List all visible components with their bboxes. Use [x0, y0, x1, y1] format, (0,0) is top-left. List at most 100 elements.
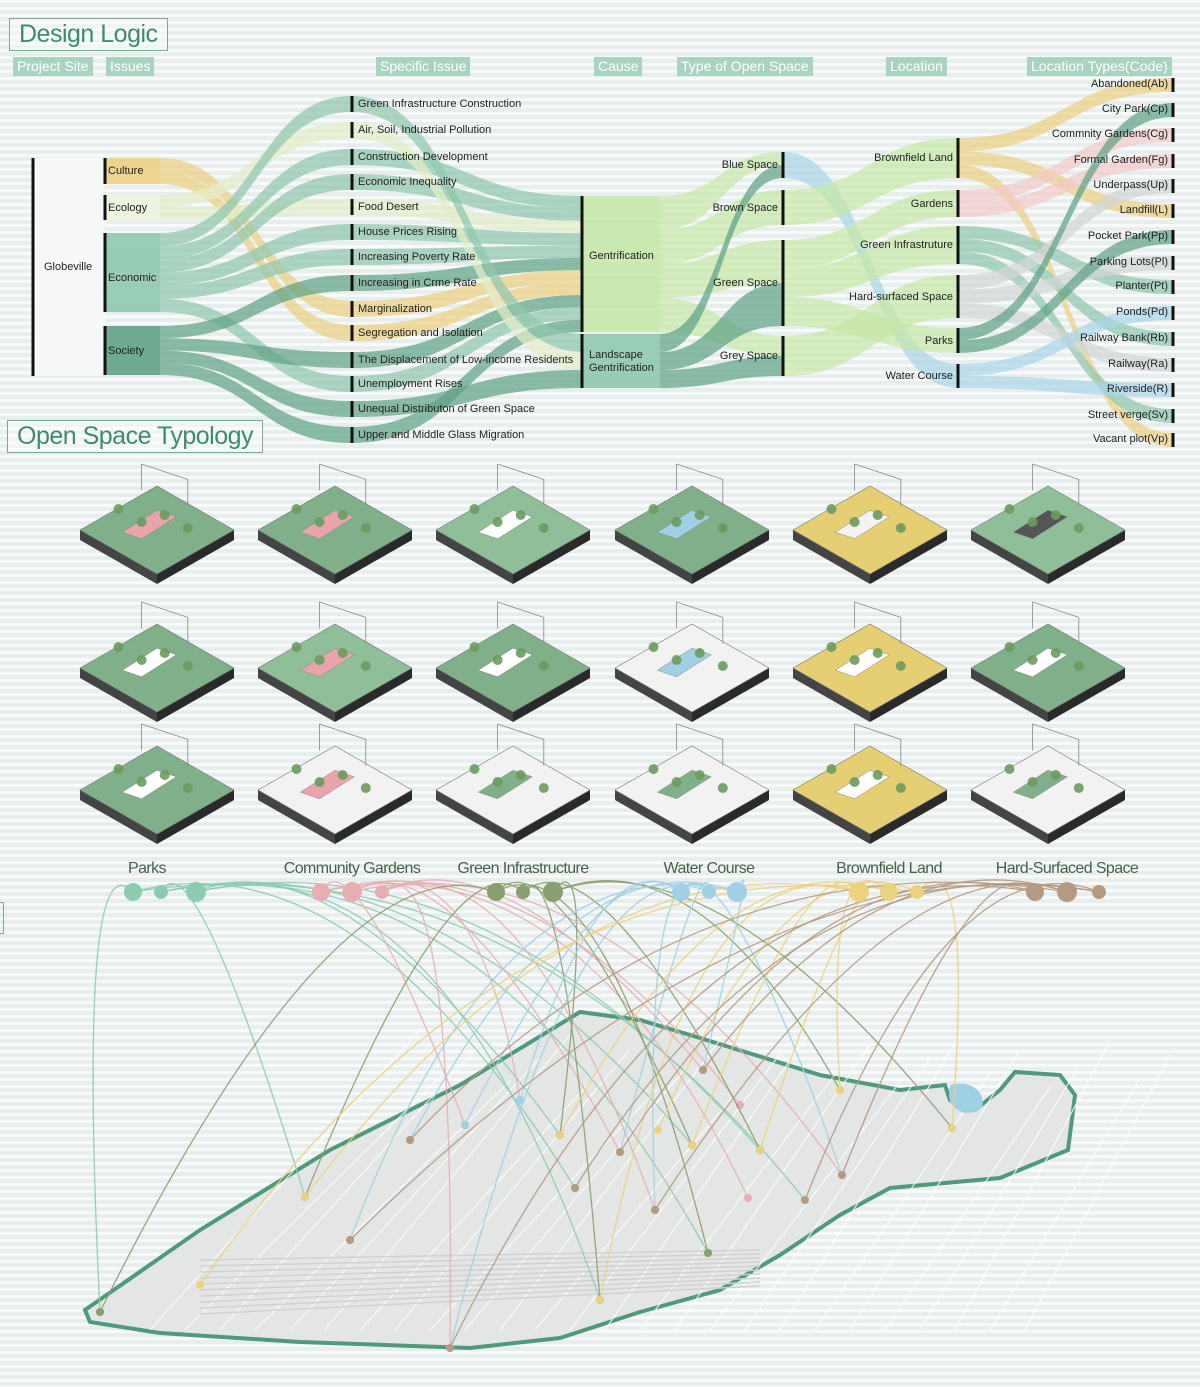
connection-brownfield-land: [599, 884, 860, 1301]
tree-icon: [694, 510, 705, 520]
link-green-infrastructure-construction-to-landscape-gentrification: [352, 96, 582, 352]
tree-icon: [1004, 642, 1015, 652]
node-bar-globeville: [31, 158, 35, 376]
connection-community-gardens: [320, 881, 466, 1126]
link-green-infrastruture-to-planter-pt: [958, 226, 1173, 294]
node-label-green-infrastruture: Green Infrastruture: [860, 239, 953, 251]
site-marker-water-course: [516, 1096, 524, 1104]
tree-icon: [314, 777, 325, 787]
link-society-to-unequal-distributon-of-green-space: [160, 350, 352, 417]
node-bar-ecology: [103, 195, 107, 220]
node-label-upper-and-middle-glass-migration: Upper and Middle Glass Migration: [358, 429, 525, 441]
connection-parks: [92, 884, 134, 1313]
link-construction-development-to-gentrification: [352, 149, 582, 209]
tree-icon: [826, 764, 837, 774]
node-label-parking-lots-pl: Parking Lots(Pl): [1089, 256, 1168, 268]
connection-green-infrastructure: [552, 881, 578, 1136]
tree-icon: [648, 642, 659, 652]
node-bar-unequal-distributon-of-green-space: [350, 401, 354, 417]
link-parks-to-city-park-cp: [958, 103, 1173, 341]
connection-brownfield-land: [559, 881, 890, 1136]
connection-hard-surfaced-space: [702, 879, 1068, 1071]
node-label-gardens: Gardens: [910, 197, 953, 210]
node-fill-ecology: [105, 195, 160, 220]
node-label-society: Society: [108, 344, 145, 357]
tree-icon: [159, 510, 170, 520]
link-water-course-to-riverside-r: [958, 376, 1173, 397]
site-marker-hard-surfaced-space: [699, 1066, 707, 1074]
site-marker-hard-surfaced-space: [838, 1171, 846, 1179]
tree-icon: [826, 504, 837, 514]
node-label-the-displacement-of-low-income-residents: The Displacement of Low-income Residents: [358, 354, 574, 366]
node-bar-parks: [956, 328, 960, 353]
connection-community-gardens: [320, 880, 741, 1106]
link-unequal-distributon-of-green-space-to-landscape-gentrification: [352, 370, 582, 417]
link-economic-inequality-to-gentrification: [352, 174, 582, 221]
node-bar-economic-inequality: [350, 174, 354, 190]
tree-icon: [895, 661, 906, 671]
link-society-to-the-displacement-of-low-income-residents: [160, 338, 352, 368]
node-fill-gentrification: [582, 196, 660, 332]
link-unemployment-rises-to-gentrification: [352, 307, 582, 392]
tree-icon: [717, 523, 728, 533]
link-gentrification-to-brown-space: [660, 190, 783, 264]
typology-tile-r3-c2: [257, 723, 413, 844]
sankey-diagram: [31, 78, 1175, 447]
node-label-gentrification: Gentrification: [589, 250, 654, 262]
tree-icon: [469, 764, 480, 774]
tree-icon: [492, 655, 503, 665]
tree-icon: [291, 764, 302, 774]
link-parks-to-pocket-park-pp: [958, 230, 1173, 353]
connection-brownfield-land: [836, 880, 890, 1091]
category-dot-green-infrastructure: [487, 883, 505, 901]
connection-water-course: [619, 881, 710, 1153]
connection-parks: [132, 882, 806, 1201]
typology-tile-r1-c3: [435, 463, 591, 584]
link-brown-space-to-brownfield-land: [783, 138, 958, 225]
tree-icon: [469, 642, 480, 652]
node-bar-commnity-gardens-cg: [1171, 128, 1175, 142]
connection-water-course: [652, 883, 710, 1211]
typology-tile-r2-c4: [614, 601, 770, 722]
connection-parks: [195, 884, 601, 1301]
node-bar-green-space: [781, 240, 785, 326]
typology-tile-r1-c5: [792, 463, 948, 584]
link-economic-to-green-infrastructure-construction: [160, 96, 352, 247]
node-fill-globeville: [33, 158, 105, 376]
category-dot-brownfield-land: [910, 885, 924, 899]
node-label-grey-space: Grey Space: [719, 350, 778, 362]
node-bar-gentrification: [580, 196, 584, 332]
connection-green-infrastructure: [552, 880, 841, 1091]
connection-green-infrastructure: [495, 881, 693, 1146]
node-label-formal-garden-fg: Formal Garden(Fg): [1073, 154, 1168, 166]
tree-icon: [113, 764, 124, 774]
header-project-site: Project Site: [13, 57, 93, 76]
site-marker-brownfield-land: [556, 1131, 564, 1139]
tree-icon: [182, 523, 193, 533]
connection-green-infrastructure: [99, 884, 497, 1313]
connection-community-gardens: [320, 883, 749, 1199]
tree-icon: [538, 783, 549, 793]
node-label-underpass-up: Underpass(Up): [1093, 179, 1168, 191]
node-bar-formal-garden-fg: [1171, 154, 1175, 168]
category-dot-community-gardens: [342, 882, 362, 902]
tree-icon: [694, 648, 705, 658]
link-hard-surfaced-space-to-underpass-up: [958, 179, 1173, 290]
node-label-economic-inequality: Economic Inequality: [358, 176, 457, 188]
tree-icon: [1050, 510, 1061, 520]
site-marker-water-course: [461, 1121, 469, 1129]
node-label-city-park-cp: City Park(Cp): [1101, 103, 1168, 115]
site-marker-brownfield-land: [836, 1086, 844, 1094]
node-bar-underpass-up: [1171, 179, 1175, 193]
tree-icon: [337, 648, 348, 658]
node-label-unemployment-rises: Unemployment Rises: [358, 378, 463, 390]
tree-icon: [314, 655, 325, 665]
tree-icon: [291, 504, 302, 514]
node-label-water-course: Water Course: [885, 370, 953, 382]
node-bar-riverside-r: [1171, 383, 1175, 397]
link-economic-to-construction-development: [160, 149, 352, 260]
connection-green-infrastructure: [495, 883, 709, 1254]
node-label-brownfield-land: Brownfield Land: [874, 152, 953, 164]
category-dot-parks: [124, 883, 142, 901]
